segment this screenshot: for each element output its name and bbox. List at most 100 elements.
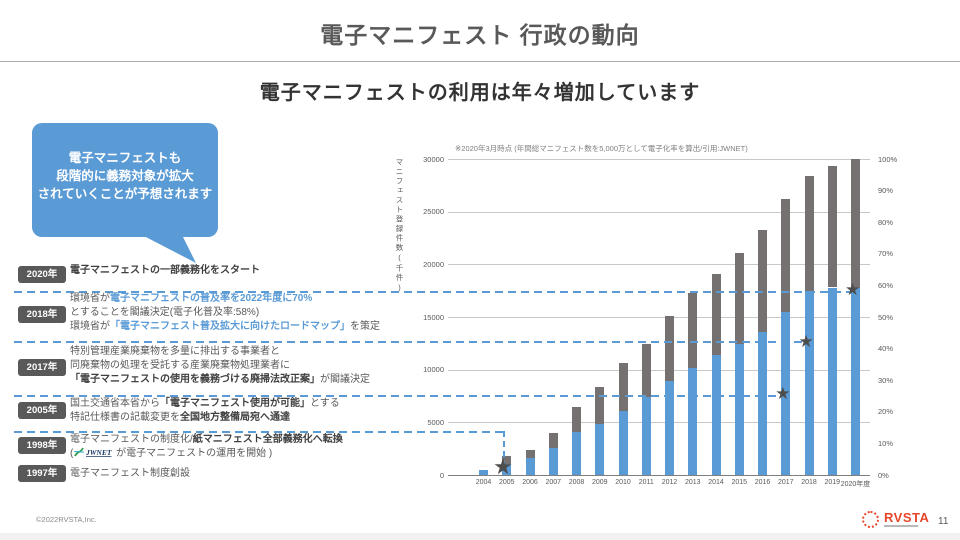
y-right-tick-label: 100% bbox=[878, 154, 898, 164]
bar-segment-blue-2004 bbox=[479, 469, 488, 475]
timeline-line: 国土交通省本省から「電子マニフェスト使用が可能」とする bbox=[70, 397, 410, 411]
x-tick-label-2012: 2012 bbox=[661, 479, 678, 486]
x-axis-line bbox=[448, 475, 870, 476]
bar-segment-blue-2005 bbox=[502, 464, 512, 475]
bar-segment-gray-2018 bbox=[804, 175, 814, 291]
timeline-text-segment: 電子マニフェストの一部義務化をスタート bbox=[70, 265, 260, 276]
bar-segment-gray-2011 bbox=[641, 344, 651, 398]
bar-segment-blue-2013 bbox=[688, 367, 698, 475]
timeline-text-2020年: 電子マニフェストの一部義務化をスタート bbox=[70, 264, 410, 278]
x-tick-label-2017: 2017 bbox=[777, 479, 794, 486]
chart-note: ※2020年3月時点 (年間総マニフェスト数を5,000万として電子化率を算出/… bbox=[455, 144, 748, 153]
callout-line: されていくことが予想されます bbox=[37, 187, 213, 201]
timeline-text-segment: 「電子マニフェスト使用が可能」 bbox=[160, 398, 310, 409]
timeline-line: 特記仕様書の記載変更を全国地方整備局宛へ通達 bbox=[70, 411, 410, 425]
title-divider bbox=[0, 61, 960, 62]
bar-segment-gray-2007 bbox=[548, 432, 558, 448]
bottom-strip bbox=[0, 533, 960, 540]
timeline-line: (JWNET が電子マニフェストの運用を開始 ) bbox=[70, 447, 410, 461]
callout-tail bbox=[142, 235, 196, 263]
x-tick-label-2019: 2019 bbox=[824, 479, 841, 486]
timeline-text-segment: 同廃棄物の処理を受託する産業廃棄物処理業者に bbox=[70, 360, 290, 371]
x-tick-label-2016: 2016 bbox=[754, 479, 771, 486]
gridline bbox=[448, 422, 870, 424]
copyright: ©2022RVSTA,Inc. bbox=[36, 515, 97, 524]
y-right-tick-label: 30% bbox=[878, 375, 894, 385]
timeline-text-segment: とする bbox=[310, 398, 340, 409]
timeline-line: とすることを閣議決定(電子化普及率:58%) bbox=[70, 306, 410, 320]
y-right-tick-label: 70% bbox=[878, 249, 894, 259]
timeline-text-segment: 電子マニフェスト制度創設 bbox=[70, 468, 190, 479]
timeline-line: 電子マニフェストの制度化/紙マニフェスト全部義務化へ転換 bbox=[70, 433, 410, 447]
jwnet-logo: JWNET bbox=[73, 447, 113, 459]
rvsta-logo-tagline bbox=[884, 525, 918, 527]
timeline-line: 電子マニフェストの一部義務化をスタート bbox=[70, 264, 410, 278]
timeline-text-segment: ( bbox=[70, 448, 74, 459]
y-right-tick-label: 90% bbox=[878, 186, 894, 196]
timeline-text-segment: 特別管理産業廃棄物を多量に排出する事業者と bbox=[70, 346, 280, 357]
x-tick-label-2005: 2005 bbox=[498, 479, 515, 486]
y-right-tick-label: 80% bbox=[878, 217, 894, 227]
bar-segment-blue-2017 bbox=[781, 311, 791, 475]
gridline bbox=[448, 317, 870, 318]
timeline-text-2018年: 環境省が 電子マニフェストの普及率を2022年度に70% とすることを閣議決定(電子… bbox=[70, 292, 410, 334]
x-tick-label-2013: 2013 bbox=[684, 479, 701, 486]
star-marker-2018: ★ bbox=[798, 332, 814, 352]
gridline bbox=[448, 211, 870, 213]
gridline bbox=[448, 369, 870, 371]
timeline-line: 「電子マニフェストの使用を義務づける廃掃法改正案」が閣議決定 bbox=[70, 373, 410, 387]
x-tick-label-2006: 2006 bbox=[522, 479, 538, 486]
rvsta-logo-wordmark: RVSTA bbox=[884, 510, 930, 527]
bar-segment-blue-2012 bbox=[665, 381, 674, 475]
rvsta-logo: RVSTA bbox=[862, 511, 929, 528]
bar-segment-gray-2009 bbox=[595, 386, 605, 425]
x-tick-label-2014: 2014 bbox=[708, 479, 724, 486]
year-badge-2020年: 2020年 bbox=[18, 266, 66, 283]
rvsta-logo-icon bbox=[862, 511, 879, 528]
timeline-text-segment: 特記仕様書の記載変更を bbox=[70, 412, 180, 423]
y-left-tick-label: 0 bbox=[439, 470, 444, 480]
y-left-tick-label: 25000 bbox=[423, 207, 444, 217]
timeline-text-segment: 環境省が bbox=[70, 321, 110, 332]
star-marker-2017: ★ bbox=[775, 384, 791, 404]
timeline-text-2005年: 国土交通省本省から「電子マニフェスト使用が可能」とする 特記仕様書の記載変更を全国… bbox=[70, 397, 410, 425]
timeline-text-1997年: 電子マニフェスト制度創設 bbox=[70, 467, 410, 481]
y-right-tick-label: 40% bbox=[878, 344, 894, 354]
star-marker-2005: ★ bbox=[493, 453, 513, 479]
year-badge-1997年: 1997年 bbox=[18, 465, 66, 482]
timeline-text-segment: 「電子マニフェスト普及拡大に向けたロードマップ」 bbox=[110, 321, 350, 332]
year-badge-2018年: 2018年 bbox=[18, 306, 66, 323]
callout-line: 電子マニフェストも bbox=[68, 151, 182, 165]
bar-segment-blue-2007 bbox=[548, 447, 558, 475]
bar-segment-blue-2020年度 bbox=[851, 287, 860, 475]
bar-segment-gray-2006 bbox=[525, 449, 535, 459]
x-tick-label-2007: 2007 bbox=[545, 479, 562, 486]
timeline-line: 特別管理産業廃棄物を多量に排出する事業者と bbox=[70, 345, 410, 359]
bar-segment-gray-2014 bbox=[711, 273, 721, 355]
x-tick-label-2020年度: 2020年度 bbox=[840, 481, 871, 488]
bar-segment-gray-2010 bbox=[618, 363, 628, 411]
timeline-text-2017年: 特別管理産業廃棄物を多量に排出する事業者と 同廃棄物の処理を受託する産業廃棄物処理… bbox=[70, 345, 410, 387]
timeline-text-segment: 電子マニフェストの普及率を2022年度に70% bbox=[110, 293, 313, 304]
x-tick-label-2018: 2018 bbox=[801, 479, 817, 486]
timeline-text-segment: 紙マニフェスト全部義務化へ転換 bbox=[192, 434, 343, 445]
timeline-text-segment: が電子マニフェストの運用を開始 ) bbox=[113, 448, 273, 459]
bar-segment-blue-2019 bbox=[827, 287, 837, 475]
x-tick-label-2004: 2004 bbox=[475, 479, 492, 486]
bar-segment-blue-2014 bbox=[711, 354, 721, 475]
y-right-tick-label: 10% bbox=[878, 438, 894, 448]
bar-segment-blue-2009 bbox=[595, 424, 605, 475]
bar-segment-gray-2016 bbox=[758, 229, 767, 332]
y-left-tick-label: 30000 bbox=[423, 154, 444, 164]
year-badge-1998年: 1998年 bbox=[18, 437, 66, 454]
gridline bbox=[448, 264, 870, 266]
y-right-tick-label: 20% bbox=[878, 407, 894, 417]
x-tick-label-2010: 2010 bbox=[615, 479, 631, 486]
bar-segment-gray-2020年度 bbox=[851, 159, 860, 288]
gridline bbox=[448, 159, 870, 160]
bar-segment-blue-2006 bbox=[525, 458, 535, 475]
y-left-tick-label: 15000 bbox=[423, 312, 444, 322]
timeline-line: 環境省が「電子マニフェスト普及拡大に向けたロードマップ」を策定 bbox=[70, 320, 410, 334]
